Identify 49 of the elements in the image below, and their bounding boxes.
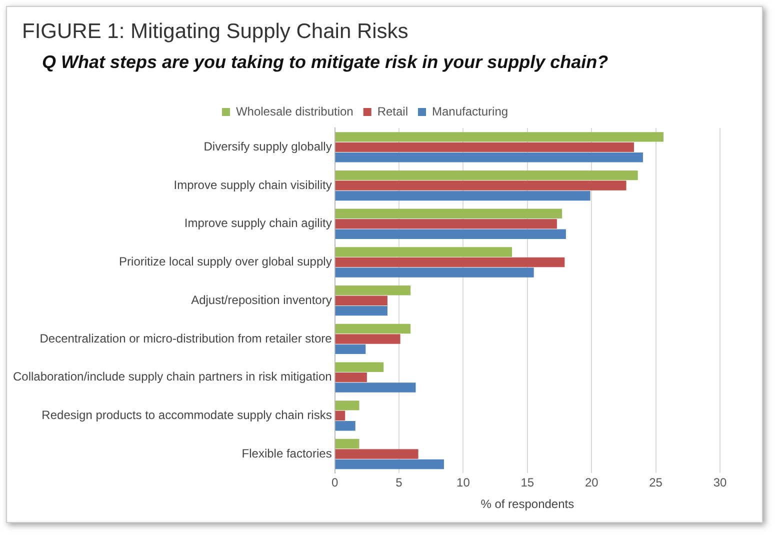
bar <box>335 190 590 201</box>
bar <box>335 152 643 162</box>
bar <box>335 170 638 180</box>
x-axis-title: % of respondents <box>480 497 574 512</box>
bar <box>335 372 367 382</box>
x-tick-label: 25 <box>649 476 663 490</box>
bar <box>335 344 366 354</box>
bar <box>335 306 388 316</box>
bar <box>335 324 411 334</box>
y-tick-label: Redesign products to accommodate supply chain risks <box>42 408 332 422</box>
bar <box>335 421 356 431</box>
bar <box>335 132 664 142</box>
bar <box>335 334 400 344</box>
y-tick-label: Prioritize local supply over global supply <box>119 254 332 269</box>
bar <box>335 410 346 421</box>
bar <box>335 268 534 278</box>
bar <box>335 438 360 449</box>
bar <box>335 362 384 372</box>
bar <box>335 208 562 219</box>
legend-label: Manufacturing <box>432 104 508 118</box>
bar <box>335 180 626 190</box>
bar <box>335 400 360 410</box>
bar <box>335 449 418 459</box>
bar <box>335 247 512 257</box>
legend-label: Wholesale distribution <box>236 104 354 118</box>
x-tick-label: 30 <box>713 476 727 490</box>
y-tick-label: Flexible factories <box>242 446 332 460</box>
bar <box>335 219 557 229</box>
chart-subtitle: Q What steps are you taking to mitigate risk in your supply chain? <box>42 52 608 73</box>
bar <box>335 257 565 268</box>
chart-title: FIGURE 1: Mitigating Supply Chain Risks <box>22 20 408 44</box>
y-tick-label: Collaboration/include supply chain partners in risk mitigation <box>12 370 332 384</box>
y-tick-label: Decentralization or micro-distribution from retailer store <box>40 331 332 346</box>
x-tick-label: 10 <box>456 476 470 490</box>
y-tick-label: Diversify supply globally <box>204 139 332 154</box>
x-tick-label: 20 <box>584 476 599 490</box>
bar <box>335 459 444 470</box>
x-tick-label: 5 <box>396 476 403 490</box>
y-tick-label: Adjust/reposition inventory <box>191 292 332 307</box>
x-tick-label: 0 <box>331 476 338 490</box>
y-tick-label: Improve supply chain visibility <box>174 178 332 192</box>
bar <box>335 286 411 296</box>
bar <box>335 229 566 239</box>
x-tick-label: 15 <box>520 476 534 490</box>
bar <box>335 382 416 392</box>
y-tick-label: Improve supply chain agility <box>184 216 332 230</box>
bar <box>335 142 634 152</box>
legend-label: Retail <box>377 104 408 118</box>
bar <box>335 296 388 306</box>
